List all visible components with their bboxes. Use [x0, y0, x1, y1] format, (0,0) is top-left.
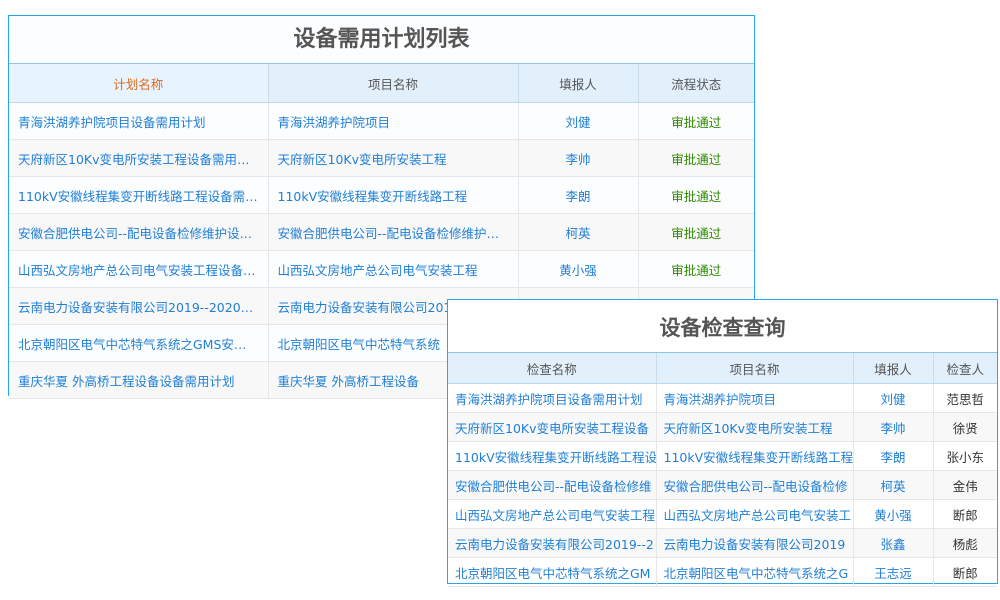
status-cell: 审批通过	[638, 102, 754, 140]
status-cell: 审批通过	[638, 250, 754, 288]
table-row[interactable]: 山西弘文房地产总公司电气安装工程设备需用计划 山西弘文房地产总公司电气安装工程 黄小…	[9, 250, 754, 288]
table-row[interactable]: 山西弘文房地产总公司电气安装工程 山西弘文房地产总公司电气安装工 黄小强 断郎	[448, 499, 997, 529]
table-row[interactable]: 北京朝阳区电气中芯特气系统之GM 北京朝阳区电气中芯特气系统之G 王志远 断郎	[448, 557, 997, 587]
inspection-name-link[interactable]: 安徽合肥供电公司--配电设备检修维	[448, 470, 657, 500]
project-name-link[interactable]: 青海洪湖养护院项目	[268, 102, 519, 140]
table-row[interactable]: 110kV安徽线程集变开断线路工程设 110kV安徽线程集变开断线路工程 李朗 张小东	[448, 441, 997, 471]
reporter-cell: 刘健	[853, 383, 934, 413]
plan-name-link[interactable]: 天府新区10Kv变电所安装工程设备需用计划	[9, 139, 269, 177]
plan-list-panel: 设备需用计划列表 计划名称 项目名称 填报人 流程状态 青海洪湖养护院项目设备需…	[8, 15, 755, 399]
inspection-name-link[interactable]: 山西弘文房地产总公司电气安装工程	[448, 499, 657, 529]
reporter-cell: 李帅	[853, 412, 934, 442]
project-name-link[interactable]: 安徽合肥供电公司--配电设备检修维护项目	[268, 213, 519, 251]
status-cell: 审批通过	[638, 176, 754, 214]
inspector-cell: 张小东	[933, 441, 997, 471]
plan-list-title: 设备需用计划列表	[9, 16, 754, 64]
inspector-cell: 徐贤	[933, 412, 997, 442]
inspection-name-link[interactable]: 青海洪湖养护院项目设备需用计划	[448, 383, 657, 413]
project-name-link[interactable]: 北京朝阳区电气中芯特气系统之G	[656, 557, 854, 587]
plan-name-link[interactable]: 重庆华夏 外高桥工程设备设备需用计划	[9, 361, 269, 399]
reporter-cell: 李朗	[518, 176, 639, 214]
plan-name-link[interactable]: 青海洪湖养护院项目设备需用计划	[9, 102, 269, 140]
table-row[interactable]: 安徽合肥供电公司--配电设备检修维 安徽合肥供电公司--配电设备检修 柯英 金伟	[448, 470, 997, 500]
inspector-cell: 金伟	[933, 470, 997, 500]
table-row[interactable]: 青海洪湖养护院项目设备需用计划 青海洪湖养护院项目 刘健 范思哲	[448, 383, 997, 413]
reporter-cell: 张鑫	[853, 528, 934, 558]
table-row[interactable]: 天府新区10Kv变电所安装工程设备需用计划 天府新区10Kv变电所安装工程 李帅 审批…	[9, 139, 754, 177]
project-name-link[interactable]: 云南电力设备安装有限公司2019	[656, 528, 854, 558]
inspector-cell: 断郎	[933, 557, 997, 587]
plan-name-link[interactable]: 安徽合肥供电公司--配电设备检修维护设备需用计划	[9, 213, 269, 251]
status-cell: 审批通过	[638, 213, 754, 251]
table-row[interactable]: 青海洪湖养护院项目设备需用计划 青海洪湖养护院项目 刘健 审批通过	[9, 102, 754, 140]
inspection-name-link[interactable]: 110kV安徽线程集变开断线路工程设	[448, 441, 657, 471]
inspection-table: 检查名称 项目名称 填报人 检查人 青海洪湖养护院项目设备需用计划 青海洪湖养护院…	[448, 353, 997, 587]
col-plan-name[interactable]: 计划名称	[9, 64, 269, 103]
project-name-link[interactable]: 110kV安徽线程集变开断线路工程	[268, 176, 519, 214]
inspection-name-link[interactable]: 北京朝阳区电气中芯特气系统之GM	[448, 557, 657, 587]
reporter-cell: 李帅	[518, 139, 639, 177]
project-name-link[interactable]: 110kV安徽线程集变开断线路工程	[656, 441, 854, 471]
status-cell: 审批通过	[638, 139, 754, 177]
inspection-name-link[interactable]: 云南电力设备安装有限公司2019--2	[448, 528, 657, 558]
plan-name-link[interactable]: 山西弘文房地产总公司电气安装工程设备需用计划	[9, 250, 269, 288]
inspection-query-panel: 设备检查查询 检查名称 项目名称 填报人 检查人 青海洪湖养护院项目设备需用计划…	[447, 299, 998, 587]
inspector-cell: 范思哲	[933, 383, 997, 413]
reporter-cell: 刘健	[518, 102, 639, 140]
reporter-cell: 李朗	[853, 441, 934, 471]
project-name-link[interactable]: 青海洪湖养护院项目	[656, 383, 854, 413]
reporter-cell: 柯英	[853, 470, 934, 500]
reporter-cell: 柯英	[518, 213, 639, 251]
col-reporter[interactable]: 填报人	[518, 64, 639, 103]
reporter-cell: 黄小强	[853, 499, 934, 529]
inspection-title: 设备检查查询	[448, 300, 997, 353]
table-row[interactable]: 云南电力设备安装有限公司2019--2 云南电力设备安装有限公司2019 张鑫 杨彪	[448, 528, 997, 558]
plan-name-link[interactable]: 110kV安徽线程集变开断线路工程设备需用计划	[9, 176, 269, 214]
project-name-link[interactable]: 天府新区10Kv变电所安装工程	[656, 412, 854, 442]
inspection-name-link[interactable]: 天府新区10Kv变电所安装工程设备	[448, 412, 657, 442]
table-row[interactable]: 天府新区10Kv变电所安装工程设备 天府新区10Kv变电所安装工程 李帅 徐贤	[448, 412, 997, 442]
col-project-name[interactable]: 项目名称	[656, 353, 854, 384]
col-status[interactable]: 流程状态	[638, 64, 754, 103]
reporter-cell: 王志远	[853, 557, 934, 587]
project-name-link[interactable]: 山西弘文房地产总公司电气安装工程	[268, 250, 519, 288]
reporter-cell: 黄小强	[518, 250, 639, 288]
col-reporter[interactable]: 填报人	[853, 353, 934, 384]
plan-name-link[interactable]: 北京朝阳区电气中芯特气系统之GMS安装设备需用计划	[9, 324, 269, 362]
project-name-link[interactable]: 安徽合肥供电公司--配电设备检修	[656, 470, 854, 500]
plan-table: 计划名称 项目名称 填报人 流程状态 青海洪湖养护院项目设备需用计划 青海洪湖养护…	[9, 64, 754, 399]
project-name-link[interactable]: 山西弘文房地产总公司电气安装工	[656, 499, 854, 529]
project-name-link[interactable]: 天府新区10Kv变电所安装工程	[268, 139, 519, 177]
inspector-cell: 断郎	[933, 499, 997, 529]
col-project-name[interactable]: 项目名称	[268, 64, 519, 103]
col-inspection-name[interactable]: 检查名称	[448, 353, 657, 384]
table-row[interactable]: 110kV安徽线程集变开断线路工程设备需用计划 110kV安徽线程集变开断线路工程…	[9, 176, 754, 214]
table-row[interactable]: 安徽合肥供电公司--配电设备检修维护设备需用计划安徽合肥供电公司--配电设备检修…	[9, 213, 754, 251]
plan-name-link[interactable]: 云南电力设备安装有限公司2019--2020设备需用计划	[9, 287, 269, 325]
inspector-cell: 杨彪	[933, 528, 997, 558]
col-inspector[interactable]: 检查人	[933, 353, 997, 384]
